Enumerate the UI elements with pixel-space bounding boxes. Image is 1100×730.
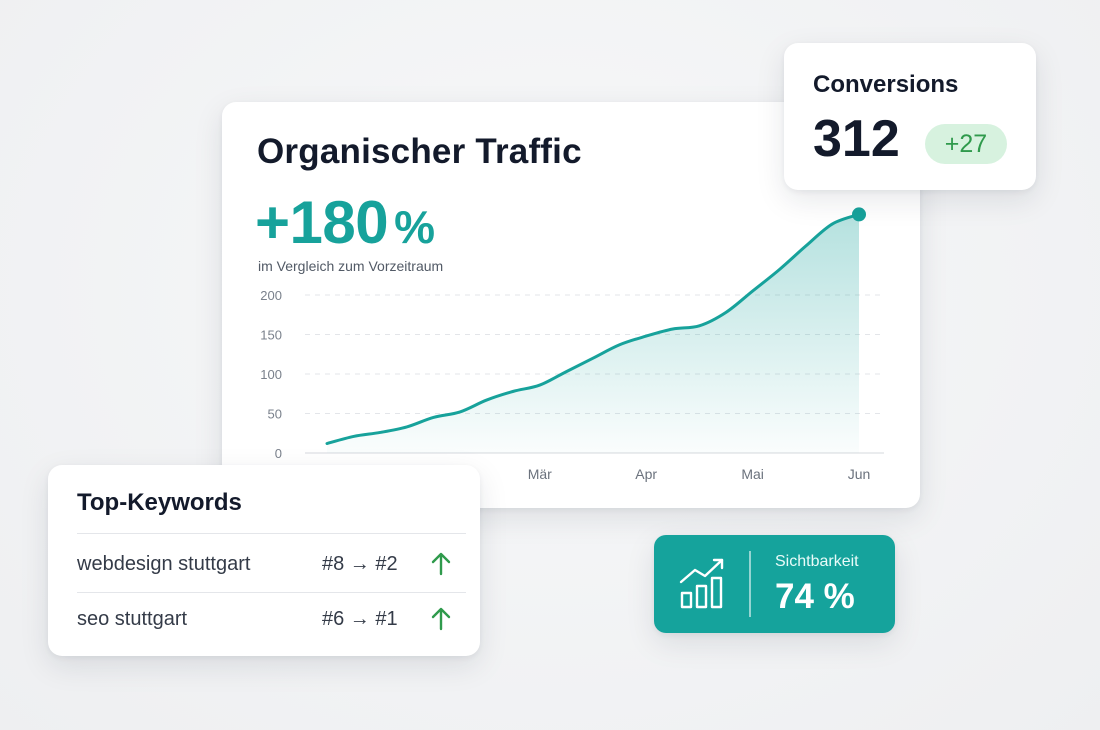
x-tick-label: Apr — [635, 466, 657, 482]
y-tick-label: 100 — [260, 367, 282, 382]
traffic-line — [325, 212, 861, 446]
traffic-title: Organischer Traffic — [257, 132, 582, 171]
growth-chart-icon — [679, 558, 724, 609]
keywords-title: Top-Keywords — [77, 489, 242, 516]
y-tick-label: 200 — [260, 288, 282, 303]
keywords-divider — [77, 533, 466, 534]
y-tick-label: 50 — [268, 407, 282, 422]
keyword-rank-change: #6 → #1 — [322, 608, 398, 630]
visibility-separator — [749, 551, 751, 617]
keywords-card: Top-Keywords webdesign stuttgart #8 → #2… — [48, 465, 480, 656]
visibility-label: Sichtbarkeit — [775, 553, 859, 570]
traffic-endpoint — [852, 207, 866, 222]
keyword-row: webdesign stuttgart #8 → #2 — [77, 545, 452, 585]
keywords-divider — [77, 592, 466, 593]
traffic-change: +180% — [255, 188, 435, 257]
keyword-rank-change: #8 → #2 — [322, 553, 398, 575]
traffic-change-unit: % — [394, 201, 435, 253]
keyword-row: seo stuttgart #6 → #1 — [77, 600, 452, 640]
traffic-subtitle: im Vergleich zum Vorzeitraum — [258, 258, 444, 274]
y-tick-label: 150 — [260, 328, 282, 343]
x-tick-label: Mai — [741, 466, 764, 482]
visibility-card: Sichtbarkeit 74 % — [654, 535, 895, 633]
traffic-area — [327, 214, 859, 453]
visibility-value: 74 % — [775, 577, 855, 616]
up-arrow-icon — [431, 552, 451, 576]
traffic-change-value: +180 — [255, 189, 389, 256]
keyword-name: webdesign stuttgart — [77, 553, 251, 575]
keyword-name: seo stuttgart — [77, 608, 188, 630]
up-arrow-icon — [431, 607, 451, 631]
x-tick-label: Jun — [848, 466, 871, 482]
y-tick-label: 0 — [275, 446, 282, 461]
conversions-card: Conversions 312 +27 — [784, 43, 1036, 190]
conversions-label: Conversions — [813, 71, 959, 98]
x-tick-label: Mär — [528, 466, 552, 482]
conversions-value: 312 — [813, 110, 900, 168]
conversions-delta-badge: +27 — [925, 124, 1007, 164]
